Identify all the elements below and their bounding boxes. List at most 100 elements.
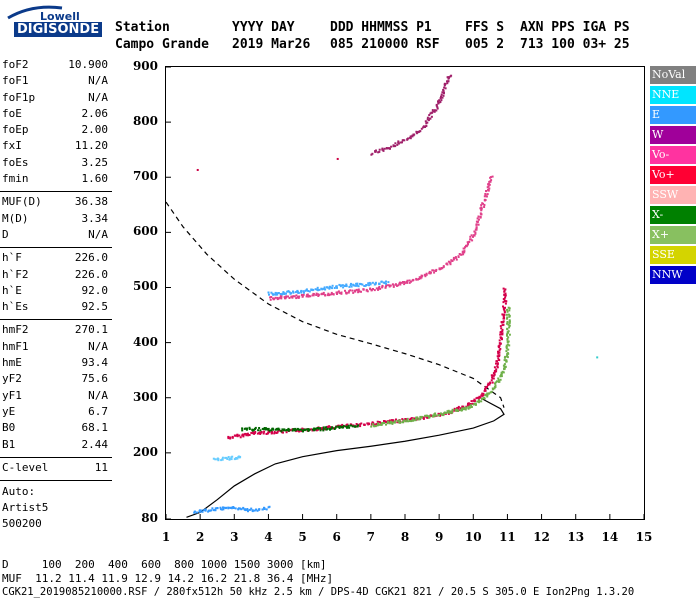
echo-point bbox=[505, 347, 508, 350]
echo-point bbox=[241, 429, 244, 432]
echo-point bbox=[359, 282, 361, 285]
y-tick-label: 200 bbox=[132, 444, 158, 459]
echo-point bbox=[308, 294, 311, 297]
param-row: foF2 10.900 bbox=[0, 58, 112, 74]
echo-point bbox=[435, 269, 437, 272]
x-tick-label: 13 bbox=[567, 530, 585, 544]
param-row: M(D) 3.34 bbox=[0, 212, 112, 228]
echo-point bbox=[392, 421, 395, 424]
echo-point bbox=[436, 107, 439, 110]
echo-point bbox=[506, 310, 509, 313]
echo-point bbox=[254, 428, 257, 431]
echo-point bbox=[386, 147, 389, 150]
param-divider bbox=[0, 247, 112, 249]
echo-point bbox=[375, 423, 378, 426]
echo-point bbox=[355, 423, 358, 425]
echo-point bbox=[397, 284, 400, 287]
echo-point bbox=[397, 420, 400, 423]
echo-point bbox=[292, 295, 295, 298]
echo-point bbox=[431, 415, 434, 418]
echo-point bbox=[498, 359, 501, 362]
echo-point bbox=[256, 432, 259, 435]
echo-point bbox=[475, 220, 478, 223]
echo-point bbox=[489, 381, 492, 384]
echo-point bbox=[501, 332, 504, 335]
param-value: 11 bbox=[94, 460, 108, 474]
echo-point bbox=[449, 410, 452, 413]
echo-point bbox=[496, 360, 498, 363]
param-row: h`E 92.0 bbox=[0, 284, 112, 300]
header-col4-value: 713 100 03+ 25 bbox=[520, 37, 630, 52]
echo-point bbox=[433, 109, 436, 112]
echo-point bbox=[294, 291, 297, 294]
echo-point bbox=[496, 355, 499, 358]
echo-point bbox=[381, 148, 384, 151]
echo-point bbox=[265, 433, 268, 435]
y-tick-label: 300 bbox=[132, 389, 158, 404]
echo-point bbox=[498, 342, 501, 345]
echo-point bbox=[432, 110, 435, 113]
echo-point bbox=[488, 180, 491, 183]
echo-point bbox=[286, 429, 289, 431]
echo-point bbox=[387, 420, 390, 423]
echo-point bbox=[426, 118, 429, 121]
echo-point bbox=[506, 316, 509, 319]
echo-point bbox=[230, 507, 233, 510]
echo-point bbox=[378, 421, 381, 424]
echo-point bbox=[478, 218, 480, 221]
echo-point bbox=[273, 430, 276, 433]
echo-point bbox=[227, 456, 230, 458]
ionogram-plot bbox=[165, 66, 645, 520]
echo-point bbox=[239, 507, 242, 510]
echo-point bbox=[378, 148, 381, 151]
echo-point bbox=[406, 420, 409, 423]
echo-point bbox=[505, 313, 508, 316]
echo-point bbox=[463, 251, 466, 254]
echo-point bbox=[270, 291, 273, 294]
echo-point bbox=[386, 422, 389, 425]
footer-distance-row: D 100 200 400 600 800 1000 1500 3000 [km… bbox=[2, 558, 327, 571]
param-row: foF1 N/A bbox=[0, 74, 112, 90]
echo-point bbox=[300, 291, 303, 294]
echo-point bbox=[478, 401, 480, 404]
echo-point bbox=[503, 366, 506, 368]
param-key: foEp bbox=[2, 123, 29, 137]
param-value: 11.20 bbox=[74, 139, 108, 153]
echo-point bbox=[252, 428, 255, 431]
echo-point bbox=[281, 431, 284, 434]
echo-point bbox=[403, 281, 406, 283]
echo-point bbox=[241, 427, 244, 430]
x-tick-label: 6 bbox=[332, 530, 341, 544]
echo-point bbox=[393, 421, 396, 424]
echo-point bbox=[380, 423, 383, 426]
echo-point bbox=[256, 509, 259, 512]
echo-point bbox=[476, 400, 479, 403]
echo-point bbox=[472, 235, 474, 238]
echo-point bbox=[369, 288, 372, 291]
echo-point bbox=[356, 284, 359, 287]
echo-point bbox=[463, 406, 466, 409]
echo-point bbox=[480, 208, 483, 211]
echo-point bbox=[219, 506, 222, 509]
echo-point bbox=[472, 399, 475, 402]
echo-point bbox=[479, 396, 482, 399]
echo-point bbox=[475, 223, 478, 226]
echo-point bbox=[415, 278, 418, 281]
echo-point bbox=[408, 279, 411, 282]
echo-point bbox=[277, 292, 280, 294]
echo-point bbox=[331, 293, 334, 296]
param-divider bbox=[0, 480, 112, 482]
echo-point bbox=[463, 250, 466, 253]
echo-point bbox=[502, 371, 505, 374]
echo-point bbox=[467, 405, 470, 408]
echo-point bbox=[285, 296, 288, 299]
echo-point bbox=[508, 326, 511, 329]
param-row: h`Es 92.5 bbox=[0, 300, 112, 316]
echo-point bbox=[373, 289, 376, 292]
echo-point bbox=[302, 290, 305, 293]
echo-point bbox=[493, 366, 496, 369]
echo-point bbox=[483, 389, 486, 392]
echo-point bbox=[473, 234, 476, 237]
echo-point bbox=[436, 106, 439, 109]
echo-point bbox=[462, 405, 465, 408]
